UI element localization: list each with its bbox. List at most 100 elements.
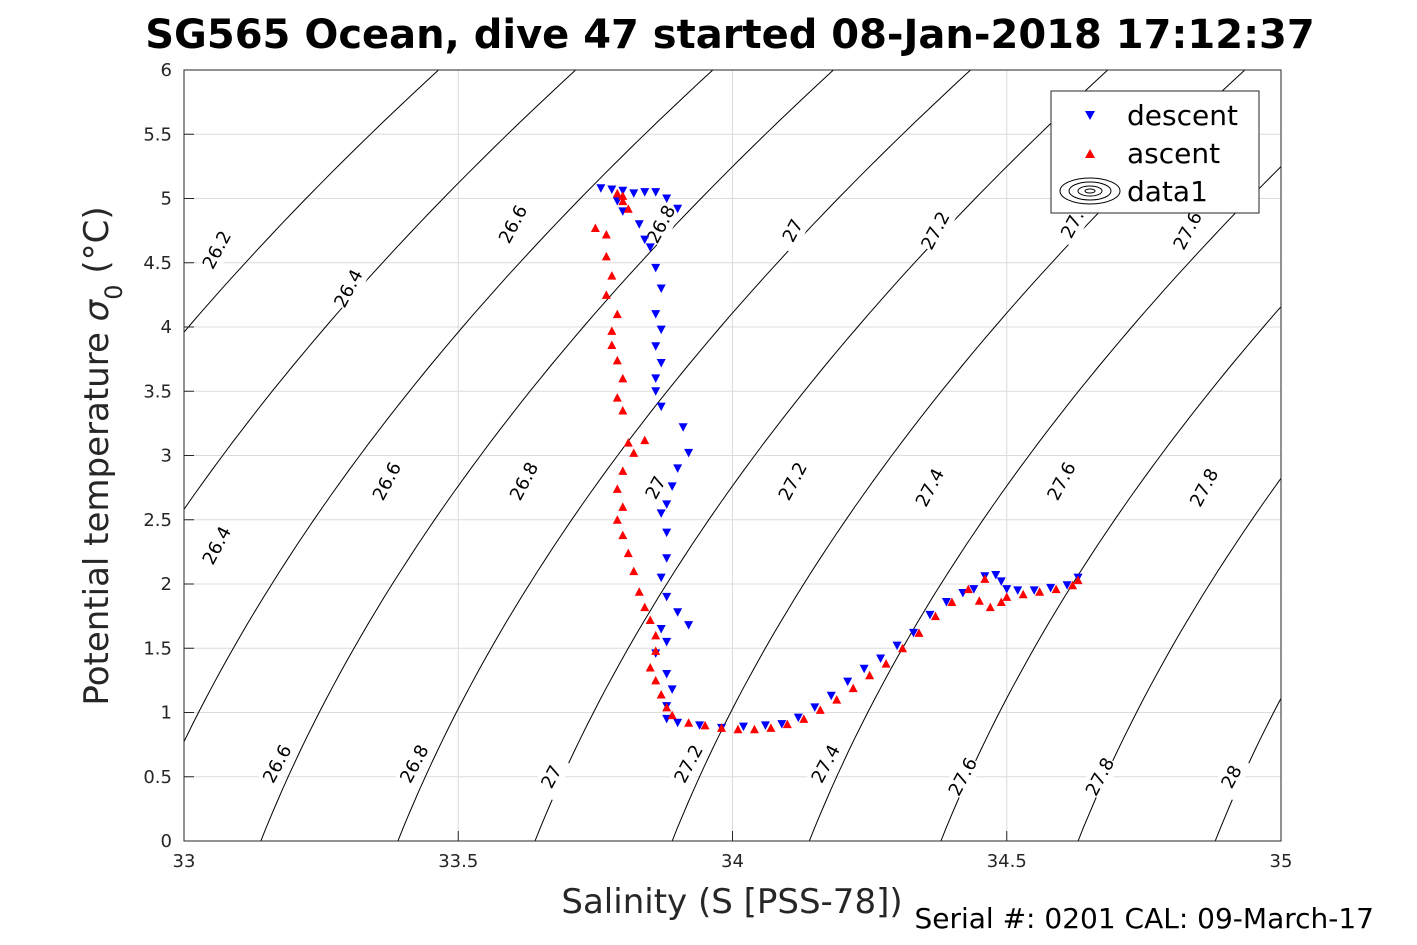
ascent-marker (782, 719, 792, 729)
ascent-marker (684, 718, 694, 727)
descent-marker (656, 509, 666, 518)
ascent-marker (607, 271, 617, 280)
ascent-marker (607, 326, 617, 335)
ascent-marker (634, 587, 644, 596)
legend-data1-label: data1 (1127, 175, 1208, 208)
y-tick-label: 5.5 (143, 124, 172, 145)
ascent-marker (601, 251, 611, 261)
descent-marker (760, 721, 770, 730)
x-axis-label: Salinity (S [PSS-78]) (561, 882, 902, 922)
descent-marker (892, 641, 902, 651)
ascent-marker (629, 448, 639, 457)
descent-marker (684, 448, 694, 458)
descent-marker (662, 528, 672, 538)
ascent-marker (974, 596, 984, 605)
ascent-marker (656, 690, 666, 699)
ascent-marker (1073, 575, 1083, 585)
ascent-marker (623, 438, 633, 447)
descent-marker (1013, 586, 1023, 595)
descent-marker (662, 500, 672, 509)
ascent-marker (667, 710, 677, 720)
ascent-marker (1068, 580, 1078, 590)
isopycnal-line (184, 70, 440, 333)
descent-marker (640, 235, 650, 245)
contour-label-bg (366, 457, 407, 505)
y-axis-label-unit: (°C) (77, 206, 117, 284)
ascent-marker (1002, 592, 1012, 601)
x-tick-label: 34.5 (987, 851, 1027, 872)
descent-marker (673, 464, 683, 473)
descent-marker (925, 610, 935, 620)
y-tick-label: 3.5 (143, 381, 172, 402)
descent-marker (629, 189, 639, 198)
ascent-marker (612, 309, 622, 319)
y-axis-label-sigma: σ (77, 298, 117, 321)
isopycnal-line (1328, 19, 1417, 893)
ascent-marker (618, 191, 628, 200)
descent-marker (607, 185, 617, 195)
y-tick-label: 1 (161, 703, 172, 724)
descent-marker (1029, 586, 1039, 595)
isopycnal-line (940, 305, 1281, 841)
ascent-marker (607, 340, 617, 349)
ascent-marker (612, 393, 622, 402)
ascent-marker (618, 466, 628, 475)
isopycnal-line (1077, 477, 1281, 841)
descent-marker (596, 184, 606, 193)
descent-marker (843, 677, 853, 687)
contour-label-bg (328, 265, 369, 312)
descent-marker (662, 637, 672, 647)
isopycnal-line (260, 70, 835, 841)
ascent-marker (623, 204, 633, 213)
contour-label-bg (772, 207, 813, 254)
contour-label-bg (394, 740, 435, 788)
ascent-marker (848, 683, 858, 693)
legend-ascent-marker (1085, 149, 1095, 158)
ascent-marker (700, 720, 710, 730)
isopycnal-line (397, 70, 972, 841)
isopycnal-line (808, 165, 1281, 841)
ascent-marker (930, 611, 940, 621)
y-tick-label: 3 (161, 446, 172, 467)
chart-title: SG565 Ocean, dive 47 started 08-Jan-2018… (145, 12, 1314, 58)
descent-marker (684, 621, 694, 630)
descent-marker (651, 342, 661, 351)
y-tick-label: 1.5 (143, 638, 172, 659)
ascent-marker (629, 566, 639, 576)
ascent-marker (645, 615, 655, 624)
ascent-marker (618, 502, 628, 511)
ascent-marker (640, 602, 650, 612)
descent-marker (656, 402, 666, 412)
ascent-marker (618, 196, 628, 206)
ascent-marker (963, 584, 973, 594)
ascent-marker (612, 515, 622, 524)
ascent-marker (985, 602, 995, 612)
footer-serial-cal: Serial #: 0201 CAL: 09-March-17 (914, 902, 1374, 935)
ascent-marker (640, 435, 650, 445)
descent-marker (651, 374, 661, 383)
y-tick-label: 0 (161, 831, 172, 852)
y-tick-label: 2.5 (143, 510, 172, 531)
ascent-marker (623, 548, 633, 558)
descent-marker (876, 654, 886, 664)
ascent-marker (618, 373, 628, 383)
contour-label-bg (909, 464, 950, 511)
ascent-marker (651, 675, 661, 685)
isopycnal-line (184, 70, 577, 511)
contour-label-bg (805, 740, 846, 788)
contour-label-bg (942, 753, 983, 801)
ascent-marker (832, 695, 842, 704)
descent-marker (667, 685, 677, 694)
ascent-marker (947, 597, 957, 606)
descent-marker (662, 554, 672, 563)
ascent-marker (662, 702, 672, 712)
descent-marker (673, 718, 683, 728)
ascent-marker (601, 290, 611, 299)
descent-marker (1002, 585, 1012, 594)
legend-data1-icon (1059, 177, 1121, 205)
contour-label-bg (1211, 753, 1252, 801)
contour-label-bg (493, 200, 534, 248)
y-tick-label: 4.5 (143, 253, 172, 274)
